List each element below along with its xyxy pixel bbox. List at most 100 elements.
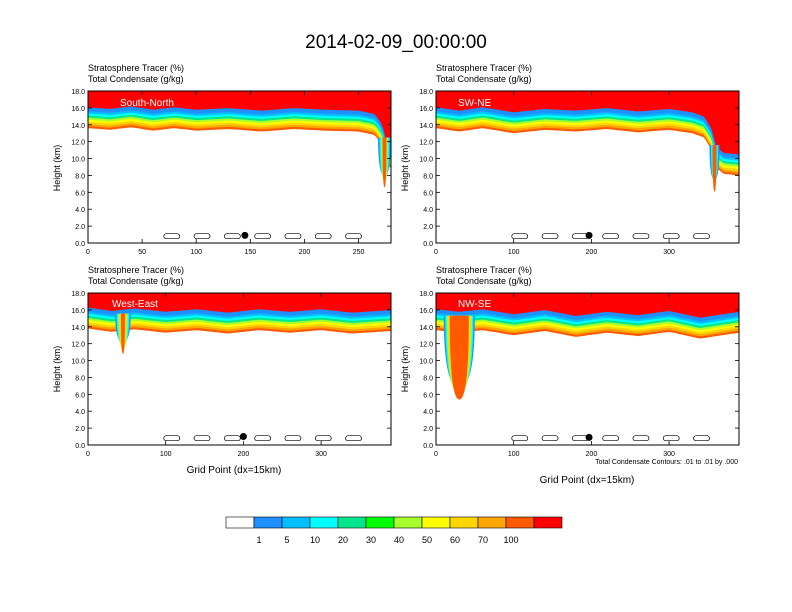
location-marker bbox=[239, 433, 247, 441]
colorbar-label: 1 bbox=[256, 535, 261, 545]
plot-area: 0.0 2.0 4.0 6.0 8.0 10.0 12.0 14.0 16.0 18.0 0 50 10… bbox=[71, 89, 392, 256]
y-tick-label: 4.0 bbox=[423, 409, 433, 416]
intrusion-band bbox=[120, 313, 125, 354]
panel-label: SW-NE bbox=[458, 98, 491, 109]
colorbar-label: 40 bbox=[394, 535, 404, 545]
x-tick-label: 250 bbox=[353, 249, 365, 256]
y-tick-label: 6.0 bbox=[423, 392, 433, 399]
condensate-contour bbox=[541, 233, 559, 240]
y-tick-label: 0.0 bbox=[423, 443, 433, 450]
tracer-band-100 bbox=[436, 293, 739, 318]
condensate-contour bbox=[254, 435, 271, 442]
plot-area: 0.0 2.0 4.0 6.0 8.0 10.0 12.0 14.0 16.0 18.0 0 100 2… bbox=[419, 89, 740, 256]
y-axis-label: Height (km) bbox=[400, 346, 410, 393]
x-tick-label: 0 bbox=[434, 249, 438, 256]
panel-header-line1: Stratosphere Tracer (%) bbox=[88, 265, 184, 275]
colorbar-swatch bbox=[533, 516, 563, 529]
colorbar-label: 5 bbox=[284, 535, 289, 545]
condensate-contours bbox=[163, 435, 362, 442]
x-tick-label: 300 bbox=[663, 451, 675, 458]
condensate-contour bbox=[602, 435, 620, 442]
condensate-contour bbox=[254, 233, 271, 240]
condensate-contour bbox=[193, 233, 211, 240]
panel-nw-se: Stratosphere Tracer (%) Total Condensate… bbox=[400, 265, 740, 486]
colorbar-label: 20 bbox=[338, 535, 348, 545]
y-tick-label: 14.0 bbox=[419, 325, 433, 332]
y-tick-label: 4.0 bbox=[75, 207, 85, 214]
tracer-field bbox=[88, 91, 391, 240]
y-tick-label: 2.0 bbox=[423, 426, 433, 433]
intrusion-band bbox=[382, 137, 387, 188]
condensate-contours bbox=[511, 435, 710, 442]
tracer-band-100 bbox=[88, 293, 391, 313]
y-tick-label: 8.0 bbox=[75, 375, 85, 382]
colorbar-swatch bbox=[337, 516, 367, 529]
panel-south-north: Stratosphere Tracer (%) Total Condensate… bbox=[52, 63, 392, 256]
x-tick-label: 0 bbox=[86, 451, 90, 458]
plot-frame bbox=[435, 90, 740, 244]
y-tick-label: 14.0 bbox=[71, 325, 85, 332]
y-tick-label: 18.0 bbox=[71, 89, 85, 96]
y-axis-label: Height (km) bbox=[400, 145, 410, 192]
condensate-contour bbox=[163, 233, 181, 240]
condensate-contour bbox=[632, 435, 650, 442]
tracer-field bbox=[436, 91, 739, 240]
x-tick-label: 200 bbox=[299, 249, 311, 256]
y-tick-label: 16.0 bbox=[71, 308, 85, 315]
y-tick-label: 14.0 bbox=[71, 123, 85, 130]
figure-title: 2014-02-09_00:00:00 bbox=[305, 32, 487, 53]
condensate-contour bbox=[345, 435, 362, 442]
y-tick-label: 8.0 bbox=[423, 375, 433, 382]
plot-frame bbox=[435, 292, 740, 446]
colorbar-swatch bbox=[393, 516, 423, 529]
y-tick-label: 4.0 bbox=[423, 207, 433, 214]
colorbar-swatch bbox=[477, 516, 507, 529]
condensate-contour bbox=[345, 233, 362, 240]
x-tick-label: 50 bbox=[138, 249, 146, 256]
tracer-band-100 bbox=[88, 91, 391, 148]
y-tick-label: 18.0 bbox=[419, 89, 433, 96]
panel-west-east: Stratosphere Tracer (%) Total Condensate… bbox=[52, 265, 392, 476]
x-tick-label: 200 bbox=[586, 451, 598, 458]
tracer-field bbox=[88, 293, 391, 442]
location-marker bbox=[585, 433, 593, 441]
plot-area: 0.0 2.0 4.0 6.0 8.0 10.0 12.0 14.0 16.0 18.0 0 100 2… bbox=[419, 291, 740, 458]
colorbar-swatch bbox=[421, 516, 451, 529]
intrusion-band bbox=[712, 145, 717, 192]
tracer-field bbox=[436, 293, 739, 442]
condensate-contours bbox=[163, 233, 362, 240]
plot-area: 0.0 2.0 4.0 6.0 8.0 10.0 12.0 14.0 16.0 18.0 0 100 2… bbox=[71, 291, 392, 458]
y-tick-label: 6.0 bbox=[75, 190, 85, 197]
y-tick-label: 2.0 bbox=[75, 224, 85, 231]
x-tick-label: 100 bbox=[508, 249, 520, 256]
condensate-contour bbox=[662, 233, 680, 240]
x-tick-label: 100 bbox=[508, 451, 520, 458]
y-tick-label: 16.0 bbox=[419, 308, 433, 315]
y-tick-label: 14.0 bbox=[419, 123, 433, 130]
x-tick-label: 150 bbox=[244, 249, 256, 256]
y-tick-label: 12.0 bbox=[71, 140, 85, 147]
colorbar-label: 30 bbox=[366, 535, 376, 545]
condensate-contour bbox=[511, 435, 529, 442]
x-tick-label: 300 bbox=[663, 249, 675, 256]
condensate-contour bbox=[693, 233, 710, 240]
panel-label: NW-SE bbox=[458, 299, 491, 310]
condensate-contour bbox=[693, 435, 710, 442]
condensate-contour bbox=[224, 233, 241, 240]
condensate-contour bbox=[193, 435, 211, 442]
y-tick-label: 0.0 bbox=[423, 241, 433, 248]
condensate-contour bbox=[224, 435, 241, 442]
tracer-band-100 bbox=[436, 91, 739, 155]
colorbar-label: 10 bbox=[310, 535, 320, 545]
x-tick-label: 0 bbox=[86, 249, 90, 256]
colorbar-swatch bbox=[505, 516, 535, 529]
panel-label: South-North bbox=[120, 98, 174, 109]
x-tick-label: 200 bbox=[586, 249, 598, 256]
y-tick-label: 16.0 bbox=[419, 106, 433, 113]
panel-header-line2: Total Condensate (g/kg) bbox=[88, 276, 184, 286]
y-tick-label: 6.0 bbox=[75, 392, 85, 399]
condensate-contour bbox=[632, 233, 650, 240]
y-tick-label: 18.0 bbox=[419, 291, 433, 298]
colorbar-label: 100 bbox=[503, 535, 518, 545]
